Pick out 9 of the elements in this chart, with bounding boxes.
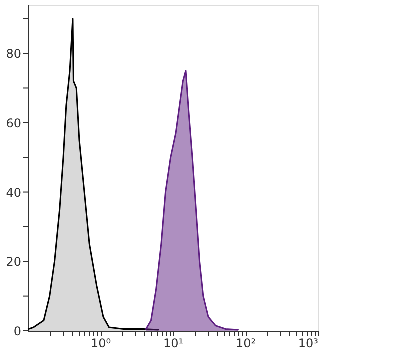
y-tick-label: 80 (6, 47, 22, 62)
y-tick-label: 40 (6, 186, 22, 200)
y-tick-label: 0 (14, 324, 22, 338)
x-tick-label: 10⁰ (90, 336, 112, 350)
x-tick-label: 10¹ (163, 336, 184, 350)
y-tick-label: 60 (6, 116, 22, 130)
y-tick-label: 20 (6, 255, 22, 270)
x-tick-label: 10³ (298, 336, 319, 350)
x-tick-label: 10² (236, 336, 256, 350)
